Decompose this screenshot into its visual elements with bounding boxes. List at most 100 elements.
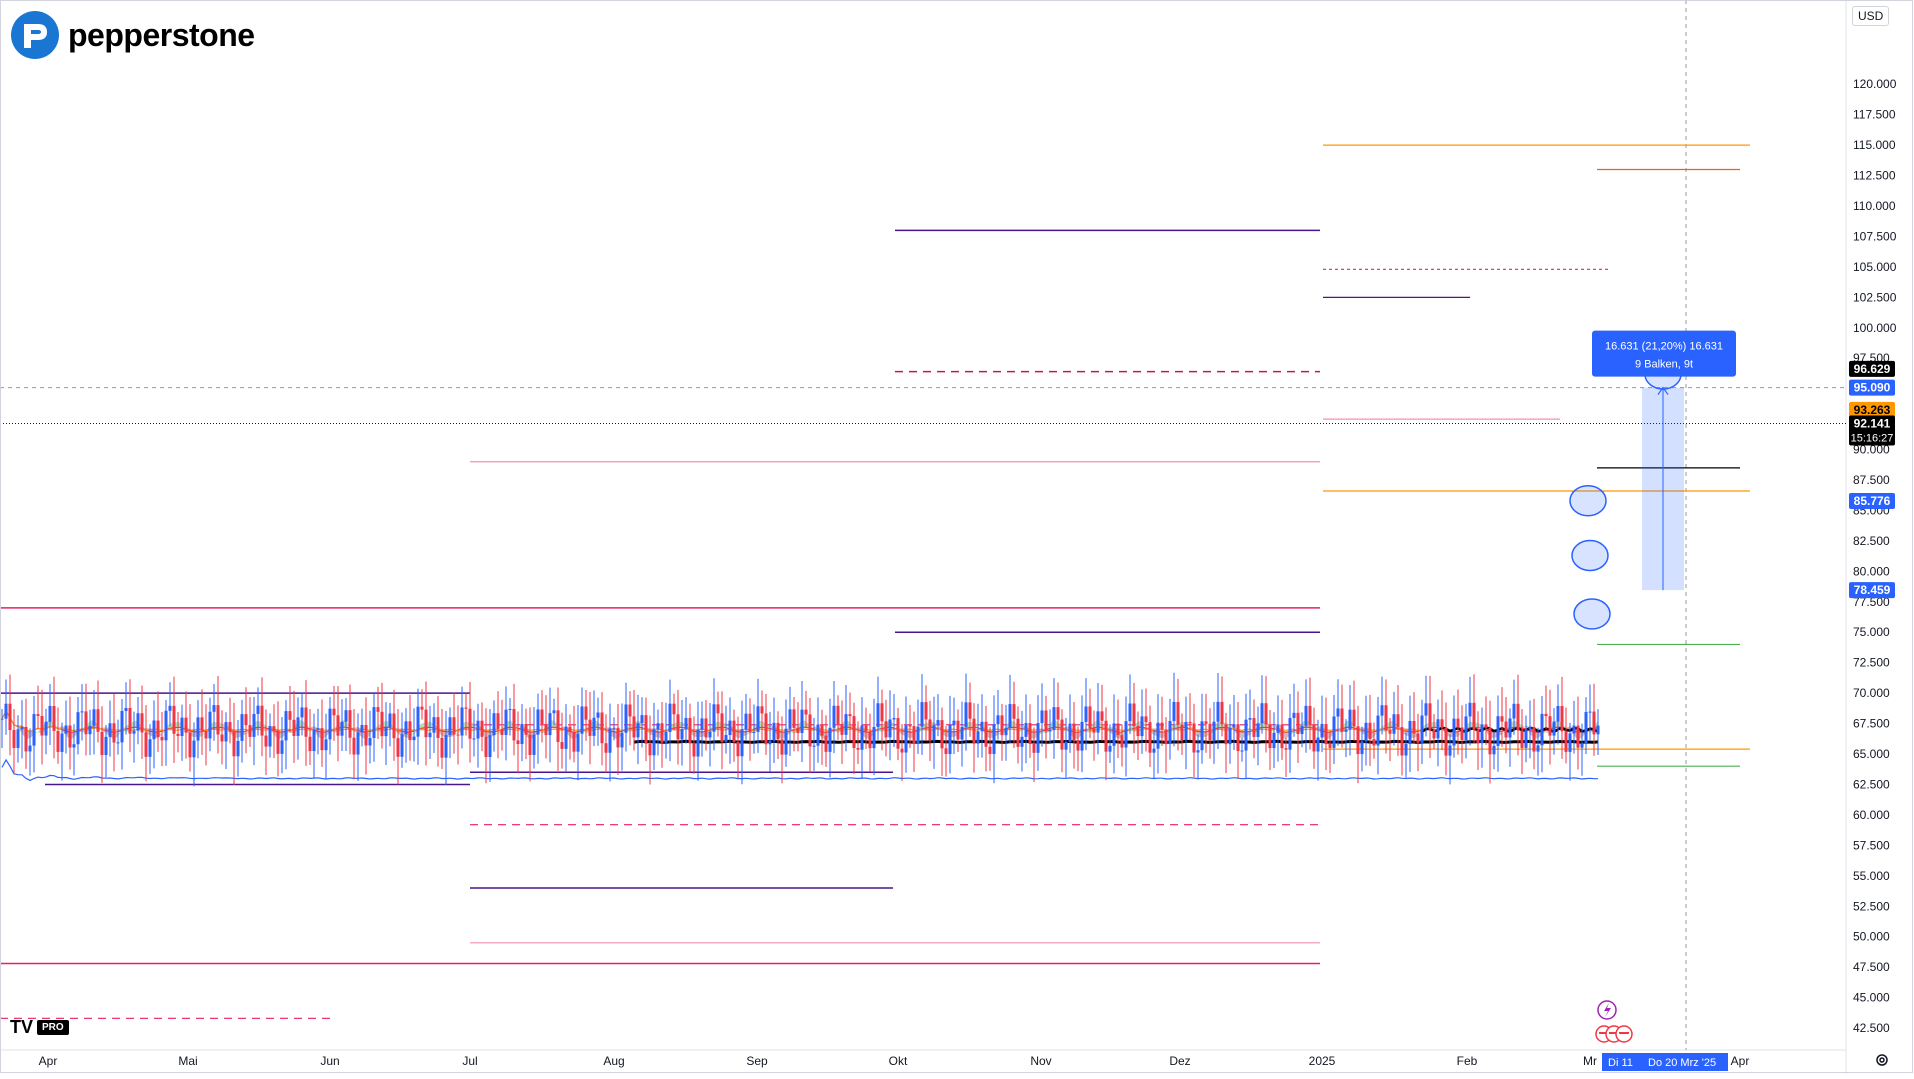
candle-body: [40, 715, 44, 736]
candle-body: [232, 731, 236, 757]
candle-body: [844, 714, 848, 735]
candle-body: [84, 711, 88, 735]
candle-body: [1300, 725, 1304, 735]
x-tick-label: Nov: [1030, 1054, 1051, 1068]
candle-body: [868, 731, 872, 749]
candle-body: [356, 732, 360, 755]
candle-body: [880, 703, 884, 722]
candle-body: [224, 722, 228, 742]
y-tick-label: 75.000: [1853, 625, 1890, 639]
candle-body: [744, 713, 748, 730]
candle-body: [572, 731, 576, 752]
brand-name: pepperstone: [68, 16, 255, 53]
candle-body: [60, 733, 64, 752]
candle-body: [348, 710, 352, 738]
ma-cloud-segment: [118, 729, 122, 737]
candle-body: [1292, 712, 1296, 718]
ma-cloud-segment: [978, 723, 982, 729]
candle-body: [96, 709, 100, 732]
candle-body: [716, 704, 720, 714]
candle-body: [408, 721, 412, 741]
candle-body: [28, 745, 32, 752]
candle-body: [204, 730, 208, 739]
candle-body: [316, 728, 320, 730]
y-tick-label: 112.500: [1853, 169, 1896, 183]
candle-body: [1436, 719, 1440, 739]
candle-body: [548, 713, 552, 736]
ma-cloud-segment: [390, 722, 394, 729]
candle-body: [0, 718, 4, 720]
candle-body: [1484, 724, 1488, 728]
candle-body: [1476, 729, 1480, 744]
candle-body: [976, 731, 980, 744]
price-axis-label-text: 95.090: [1854, 381, 1891, 395]
candle-body: [912, 726, 916, 744]
gear-icon[interactable]: [1874, 1052, 1890, 1068]
candle-body: [184, 717, 188, 733]
x-tick-label: Mr: [1583, 1054, 1597, 1068]
candle-body: [664, 731, 668, 743]
candle-body: [176, 733, 180, 736]
candle-body: [908, 725, 912, 727]
candle-body: [684, 717, 688, 730]
candle-body: [1096, 711, 1100, 733]
candle-body: [260, 705, 264, 736]
candle-body: [768, 740, 772, 745]
candle-body: [800, 709, 804, 733]
candle-body: [1568, 733, 1572, 752]
candle-body: [808, 714, 812, 747]
candle-body: [1076, 740, 1080, 751]
candle-body: [1036, 723, 1040, 753]
candle-body: [248, 725, 252, 737]
candle-body: [472, 738, 476, 740]
currency-selector[interactable]: USD: [1852, 6, 1890, 26]
candle-body: [1372, 739, 1376, 746]
candle-body: [468, 708, 472, 739]
candle-body: [600, 712, 604, 744]
candle-body: [1112, 723, 1116, 746]
candle-body: [436, 717, 440, 738]
candle-body: [1020, 736, 1024, 747]
candle-body: [104, 736, 108, 755]
y-tick-label: 107.500: [1853, 229, 1897, 243]
candle-body: [1080, 721, 1084, 751]
candle-body: [1512, 703, 1516, 719]
candle-body: [856, 747, 860, 750]
ma-cloud-segment: [538, 730, 542, 734]
pro-badge: PRO: [37, 1020, 69, 1035]
candle-body: [1296, 712, 1300, 735]
candle-body: [988, 746, 992, 755]
candle-body: [464, 707, 468, 709]
candle-body: [556, 710, 560, 743]
candle-body: [1404, 743, 1408, 756]
candle-body: [352, 737, 356, 755]
candle-body: [792, 709, 796, 728]
candle-body: [1204, 721, 1208, 724]
candle-body: [1260, 703, 1264, 724]
candle-body: [1504, 721, 1508, 738]
candle-body: [1388, 730, 1392, 734]
candle-body: [1244, 719, 1248, 751]
candle-body: [580, 706, 584, 734]
candle-body: [1216, 701, 1220, 722]
y-tick-label: 102.500: [1853, 290, 1897, 304]
candle-body: [876, 703, 880, 728]
candle-body: [156, 720, 160, 737]
y-tick-label: 100.000: [1853, 321, 1897, 335]
candle-body: [828, 727, 832, 752]
candle-body: [780, 739, 784, 755]
price-axis-label: [1849, 415, 1895, 446]
candle-body: [848, 714, 852, 717]
date-label-end: Do 20 Mrz '25: [1648, 1057, 1716, 1069]
candle-body: [108, 723, 112, 737]
candle-body: [456, 734, 460, 736]
candle-body: [1008, 704, 1012, 728]
candle-body: [1172, 701, 1176, 722]
y-tick-label: 82.500: [1853, 534, 1890, 548]
candle-body: [424, 709, 428, 738]
candle-body: [432, 717, 436, 733]
candle-body: [412, 736, 416, 741]
y-tick-label: 62.500: [1853, 777, 1890, 791]
